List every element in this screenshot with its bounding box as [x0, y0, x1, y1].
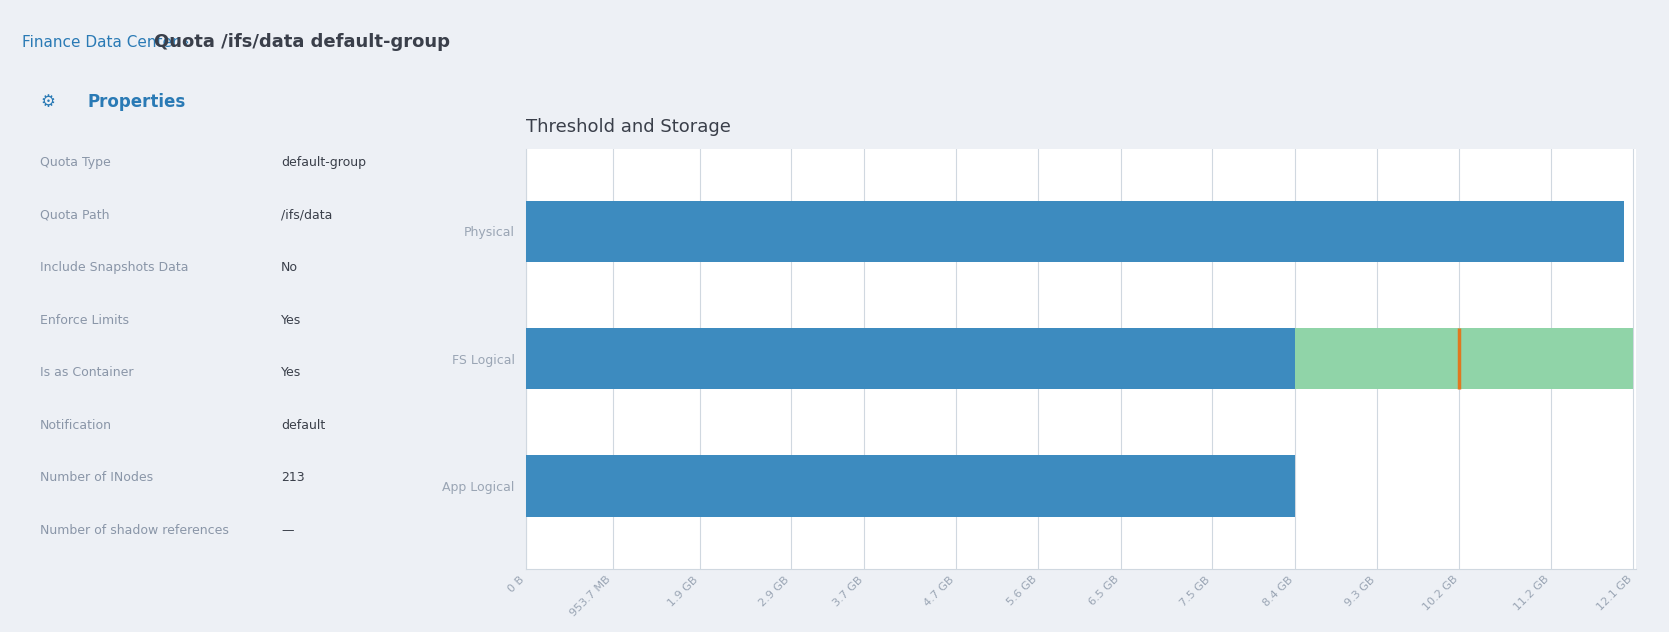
Text: Yes: Yes: [280, 314, 300, 327]
Text: Number of shadow references: Number of shadow references: [40, 524, 229, 537]
Text: —: —: [280, 524, 294, 537]
Text: Notification: Notification: [40, 419, 112, 432]
Text: Include Snapshots Data: Include Snapshots Data: [40, 262, 189, 274]
Text: Properties: Properties: [87, 93, 185, 111]
Bar: [1295, 328, 1634, 389]
Text: Finance Data Center ›: Finance Data Center ›: [22, 35, 189, 50]
Text: 213: 213: [280, 471, 305, 484]
Text: default-group: default-group: [280, 157, 366, 169]
Text: Number of INodes: Number of INodes: [40, 471, 154, 484]
Bar: [526, 456, 1295, 516]
Text: Enforce Limits: Enforce Limits: [40, 314, 129, 327]
Text: No: No: [280, 262, 299, 274]
Text: Threshold and Storage: Threshold and Storage: [526, 118, 731, 136]
Text: Quota Type: Quota Type: [40, 157, 110, 169]
Bar: [526, 328, 1295, 389]
Text: Is as Container: Is as Container: [40, 367, 134, 379]
Text: Yes: Yes: [280, 367, 300, 379]
Text: /ifs/data: /ifs/data: [280, 209, 332, 222]
Text: Quota /ifs/data default-group: Quota /ifs/data default-group: [154, 33, 449, 51]
Text: default: default: [280, 419, 325, 432]
Text: Quota Path: Quota Path: [40, 209, 108, 222]
Bar: [526, 201, 1624, 262]
Text: ⚙: ⚙: [40, 93, 55, 111]
